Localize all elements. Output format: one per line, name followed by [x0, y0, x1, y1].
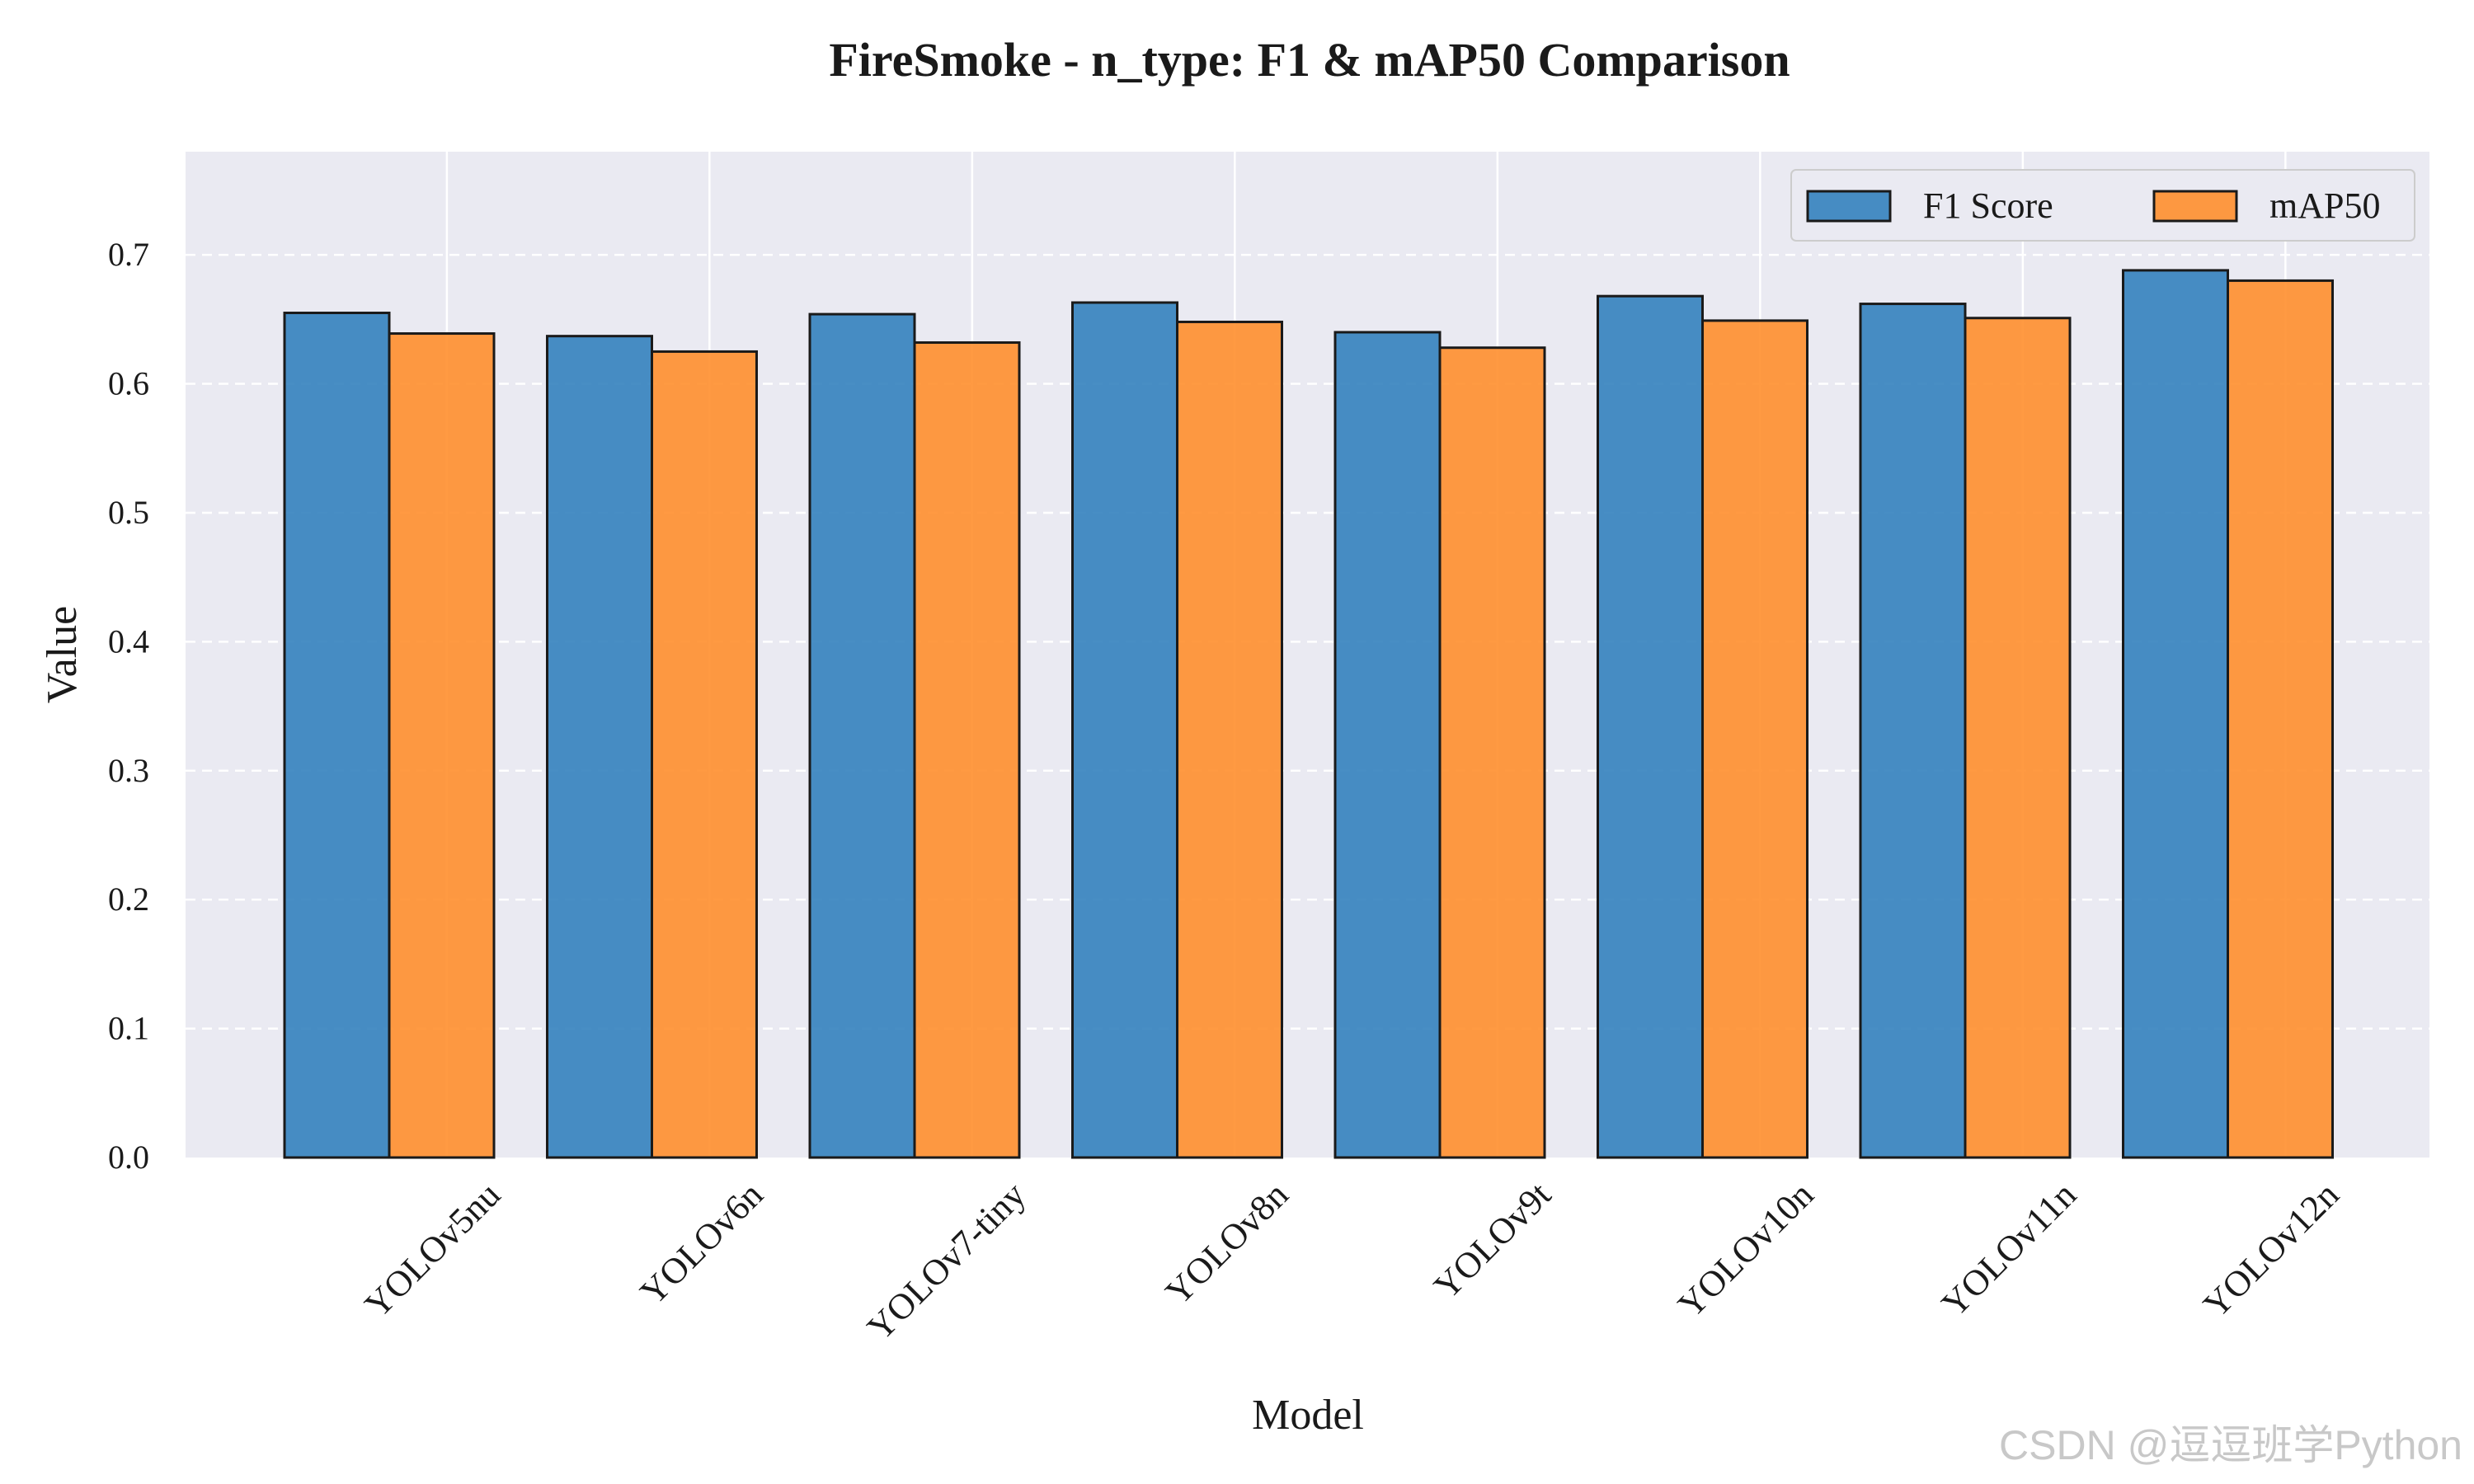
- legend-label: mAP50: [2269, 186, 2380, 226]
- x-tick-label: YOLOv11n: [1934, 1174, 2084, 1324]
- bar-map50-yolov10n: [1701, 319, 1808, 1159]
- y-axis-label: Value: [39, 606, 86, 703]
- x-tick-label: YOLOv9t: [1426, 1174, 1559, 1307]
- bar-f1-yolov9t: [1333, 331, 1442, 1159]
- bar-map50-yolov11n: [1964, 317, 2072, 1159]
- legend-label: F1 Score: [1923, 186, 2053, 226]
- bar-f1-yolov6n: [546, 335, 653, 1159]
- y-tick-label: 0.3: [108, 752, 149, 789]
- bar-f1-yolov5nu: [283, 312, 391, 1159]
- bar-map50-yolov5nu: [388, 332, 496, 1159]
- bar-map50-yolov9t: [1438, 346, 1546, 1159]
- bar-f1-yolov11n: [1859, 303, 1967, 1159]
- y-tick-label: 0.7: [108, 236, 149, 273]
- y-tick-label: 0.4: [108, 622, 149, 660]
- legend-swatch: [2152, 190, 2238, 223]
- bars: [283, 269, 2334, 1159]
- bar-f1-yolov12n: [2122, 269, 2229, 1159]
- legend: F1 Score mAP50: [1790, 169, 2415, 242]
- x-tick-label: YOLOv7-tiny: [859, 1174, 1033, 1348]
- y-axis-ticks: 0.0 0.1 0.2 0.3 0.4 0.5 0.6 0.7: [108, 236, 149, 1176]
- chart-title: FireSmoke - n_type: F1 & mAP50 Compariso…: [829, 33, 1790, 87]
- legend-swatch: [1806, 190, 1892, 223]
- y-tick-label: 0.6: [108, 365, 149, 402]
- x-tick-label: YOLOv12n: [2195, 1174, 2346, 1325]
- bar-f1-yolov8n: [1071, 301, 1178, 1159]
- x-tick-label: YOLOv5nu: [357, 1174, 508, 1325]
- bar-map50-yolov6n: [651, 350, 758, 1159]
- x-axis-ticks: YOLOv5nu YOLOv6n YOLOv7-tiny YOLOv8n YOLOv9t…: [357, 1174, 2347, 1348]
- bar-map50-yolov7-tiny: [913, 340, 1021, 1159]
- x-tick-label: YOLOv10n: [1670, 1174, 1821, 1325]
- x-tick-label: YOLOv8n: [1158, 1174, 1296, 1313]
- watermark: CSDN @逗逗班学Python: [1999, 1422, 2462, 1468]
- x-axis-label: Model: [1252, 1392, 1364, 1439]
- bar-map50-yolov12n: [2227, 279, 2334, 1159]
- bar-f1-yolov10n: [1597, 294, 1704, 1159]
- bar-map50-yolov8n: [1176, 320, 1283, 1159]
- plot-area: [186, 152, 2429, 1158]
- y-tick-label: 0.2: [108, 881, 149, 918]
- legend-box: [1790, 169, 2415, 242]
- y-tick-label: 0.1: [108, 1010, 149, 1047]
- y-tick-label: 0.5: [108, 494, 149, 531]
- y-tick-label: 0.0: [108, 1139, 149, 1176]
- x-tick-label: YOLOv6n: [633, 1174, 771, 1313]
- bar-f1-yolov7-tiny: [808, 312, 916, 1159]
